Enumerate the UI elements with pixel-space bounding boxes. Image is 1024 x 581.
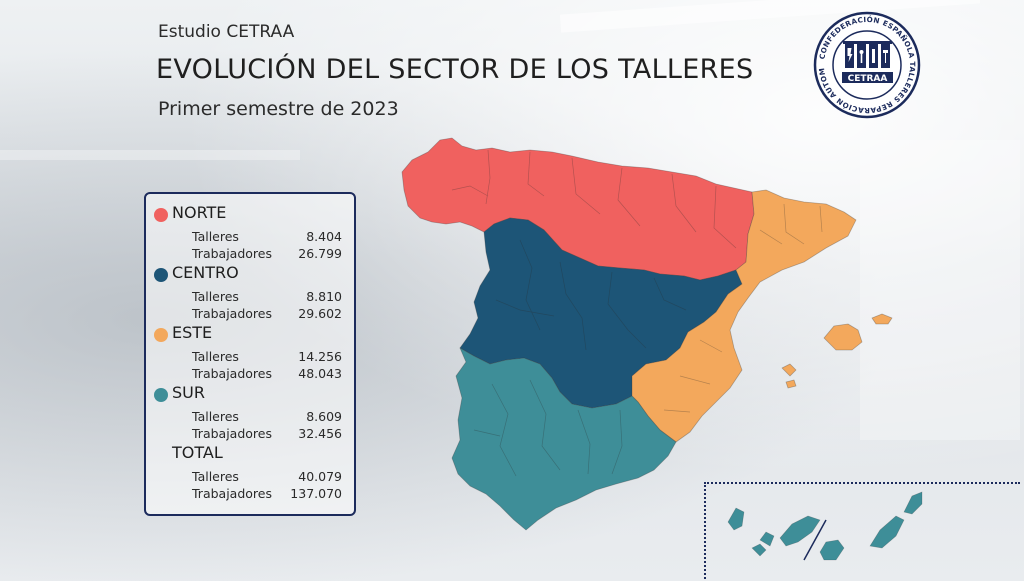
map-island-formentera [785, 379, 797, 389]
legend-trabajadores-label: Trabajadores [192, 426, 272, 441]
legend-color-dot [154, 208, 168, 222]
legend-group-centro: CENTRO Talleres 8.810 Trabajadores 29.602 [154, 262, 350, 321]
page-subtitle: Primer semestre de 2023 [158, 98, 399, 120]
legend-talleres-label: Talleres [192, 289, 239, 304]
legend-trabajadores-label: Trabajadores [192, 366, 272, 381]
legend-region-name: SUR [172, 383, 205, 402]
legend-color-dot [154, 328, 168, 342]
legend-group-total: TOTAL Talleres 40.079 Trabajadores 137.070 [154, 442, 350, 501]
legend-trabajadores-value: 137.070 [290, 486, 342, 501]
cetraa-logo: CONFEDERACIÓN ESPAÑOLA TALLERES REPARACI… [812, 10, 921, 119]
legend-talleres-value: 8.810 [306, 289, 342, 304]
map-island-ibiza [781, 363, 797, 377]
canary-islands-inset-frame [704, 482, 1020, 579]
map-island-el-hierro [751, 543, 767, 557]
legend-trabajadores-label: Trabajadores [192, 306, 272, 321]
legend-panel: NORTE Talleres 8.404 Trabajadores 26.799 CENT… [144, 192, 356, 516]
legend-trabajadores-label: Trabajadores [192, 486, 272, 501]
legend-color-dot [154, 388, 168, 402]
inset-divider [803, 519, 827, 561]
map-island-tenerife [779, 515, 821, 547]
legend-talleres-value: 8.404 [306, 229, 342, 244]
legend-talleres-label: Talleres [192, 409, 239, 424]
map-island-menorca [871, 313, 893, 325]
header-pretitle: Estudio CETRAA [158, 22, 295, 42]
page-title: EVOLUCIÓN DEL SECTOR DE LOS TALLERES [156, 54, 754, 85]
legend-group-norte: NORTE Talleres 8.404 Trabajadores 26.799 [154, 202, 350, 261]
province-borders-centro [495, 239, 687, 351]
legend-region-name: NORTE [172, 203, 227, 222]
province-borders-sur [473, 379, 623, 477]
legend-trabajadores-value: 29.602 [298, 306, 342, 321]
legend-talleres-label: Talleres [192, 229, 239, 244]
legend-talleres-label: Talleres [192, 469, 239, 484]
legend-region-name: ESTE [172, 323, 213, 342]
map-region-sur [451, 347, 677, 531]
map-island-gran-canaria [819, 539, 845, 561]
map-island-mallorca [823, 323, 863, 351]
map-region-este [631, 189, 857, 443]
legend-total-name: TOTAL [172, 443, 223, 462]
legend-color-dot [154, 268, 168, 282]
province-borders-este [663, 203, 823, 413]
legend-talleres-value: 8.609 [306, 409, 342, 424]
map-island-la-gomera [759, 531, 775, 547]
logo-name: CETRAA [848, 74, 888, 84]
legend-group-este: ESTE Talleres 14.256 Trabajadores 48.043 [154, 322, 350, 381]
map-island-lanzarote [903, 491, 923, 515]
legend-trabajadores-value: 32.456 [298, 426, 342, 441]
legend-region-name: CENTRO [172, 263, 239, 282]
legend-trabajadores-value: 48.043 [298, 366, 342, 381]
legend-group-sur: SUR Talleres 8.609 Trabajadores 32.456 [154, 382, 350, 441]
legend-trabajadores-value: 26.799 [298, 246, 342, 261]
window-light [860, 140, 1020, 440]
ceiling-beam [0, 150, 300, 160]
legend-trabajadores-label: Trabajadores [192, 246, 272, 261]
legend-talleres-value: 14.256 [298, 349, 342, 364]
province-borders-norte [451, 149, 737, 249]
map-island-la-palma [727, 507, 745, 531]
legend-talleres-value: 40.079 [298, 469, 342, 484]
legend-talleres-label: Talleres [192, 349, 239, 364]
map-island-fuerteventura [869, 515, 905, 549]
